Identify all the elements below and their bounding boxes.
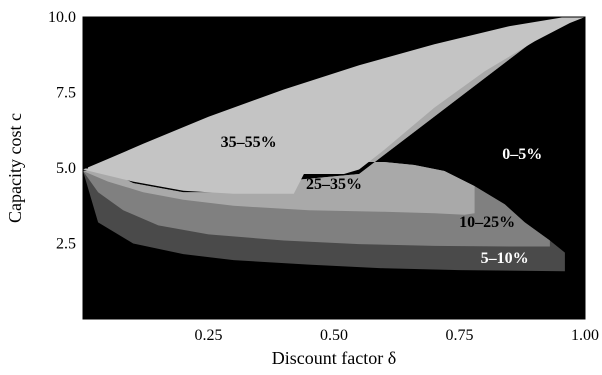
region-label: 5–10% [481,250,529,267]
region-label-layer: 0–5% 5–10% 10–25% 25–35% 35–55% [221,134,543,267]
x-axis: 0.25 0.50 0.75 1.00 [195,314,599,344]
region-label: 0–5% [502,146,542,163]
region-layer [83,17,585,319]
x-tick-label: 1.00 [571,327,599,344]
y-tick-label: 10.0 [48,9,76,26]
y-tick-label: 5.0 [56,160,76,177]
x-tick-label: 0.25 [195,327,223,344]
region-label: 10–25% [459,214,515,231]
y-tick-label: 2.5 [56,236,76,253]
y-tick-label: 7.5 [56,85,76,102]
y-axis-title: Capacity cost c [5,113,25,223]
y-axis: 2.5 5.0 7.5 10.0 [48,9,88,253]
region-label: 25–35% [306,176,362,193]
region-label: 35–55% [221,134,277,151]
region-35-55-pct [83,17,585,194]
x-tick-label: 0.75 [446,327,474,344]
x-axis-title: Discount factor δ [272,348,396,368]
x-tick-label: 0.50 [320,327,348,344]
